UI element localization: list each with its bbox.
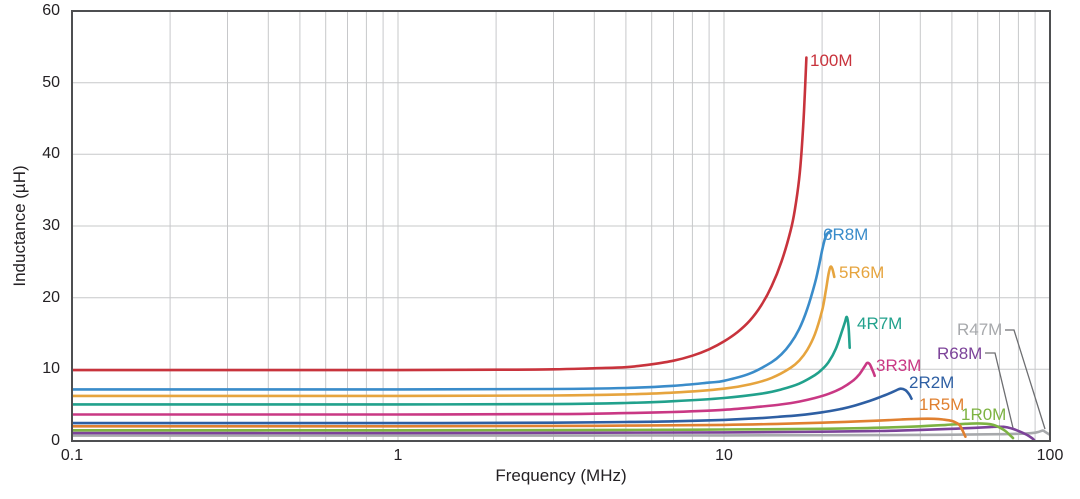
curve-4R7M xyxy=(71,315,851,406)
y-tick-60: 60 xyxy=(42,2,60,19)
x-tick-10: 10 xyxy=(715,447,733,464)
curves xyxy=(71,56,1051,442)
x-tick-1: 1 xyxy=(393,447,403,464)
plot-frame xyxy=(71,10,1051,442)
curve-label-4R7M: 4R7M xyxy=(857,314,903,333)
curve-R47M xyxy=(71,429,1051,437)
leader-line-R47M xyxy=(1005,329,1046,430)
y-tick-50: 50 xyxy=(42,74,60,91)
x-tick-100: 100 xyxy=(1036,447,1064,464)
x-axis-title: Frequency (MHz) xyxy=(495,466,627,485)
leader-line-R68M xyxy=(985,352,1014,429)
x-tick-0.1: 0.1 xyxy=(60,447,84,464)
y-tick-40: 40 xyxy=(42,145,60,162)
curve-2R2M xyxy=(71,387,913,425)
curve-label-3R3M: 3R3M xyxy=(876,356,922,375)
gridlines xyxy=(72,11,1050,441)
curve-R68M xyxy=(71,425,1036,442)
curve-label-1R0M: 1R0M xyxy=(961,405,1007,424)
curve-label-100M: 100M xyxy=(810,51,853,70)
curve-label-R68M: R68M xyxy=(937,344,983,363)
curve-label-1R5M: 1R5M xyxy=(919,395,965,414)
curve-5R6M xyxy=(71,265,836,398)
curve-3R3M xyxy=(71,361,876,416)
y-tick-20: 20 xyxy=(42,289,60,306)
curve-label-5R6M: 5R6M xyxy=(839,263,885,282)
curve-label-R47M: R47M xyxy=(957,320,1003,339)
y-tick-30: 30 xyxy=(42,217,60,234)
curve-100M xyxy=(71,56,808,372)
y-tick-10: 10 xyxy=(42,360,60,377)
curve-6R8M xyxy=(71,229,833,391)
y-tick-0: 0 xyxy=(51,432,60,449)
y-axis-title: Inductance (µH) xyxy=(10,165,29,287)
curve-label-6R8M: 6R8M xyxy=(823,225,869,244)
curve-1R0M xyxy=(71,422,1015,440)
curve-1R5M xyxy=(71,417,967,438)
curve-label-2R2M: 2R2M xyxy=(909,373,955,392)
